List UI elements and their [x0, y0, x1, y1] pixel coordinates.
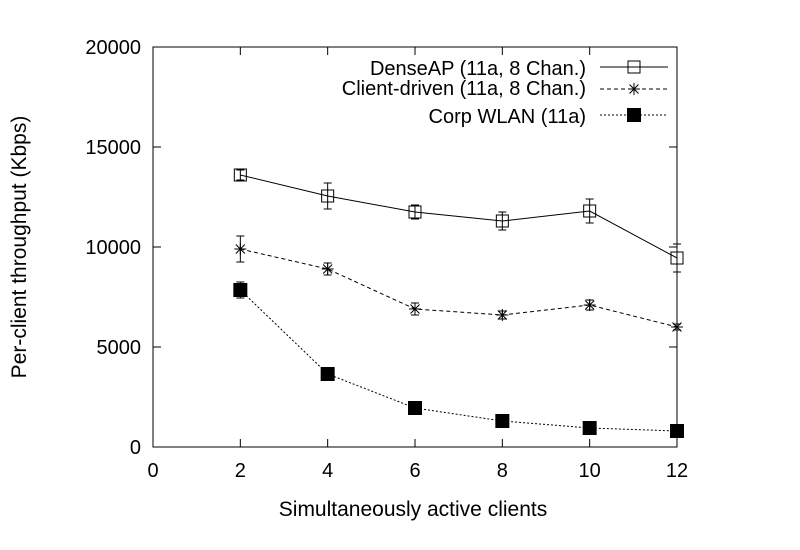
y-tick-label: 15000 — [85, 137, 141, 159]
y-tick-label: 10000 — [85, 237, 141, 259]
data-point-asterisk — [583, 299, 596, 311]
data-point-open-square — [627, 60, 641, 74]
plot-axes — [152, 46, 678, 448]
data-point-filled-square — [627, 108, 641, 122]
y-tick-label: 0 — [130, 437, 141, 459]
legend: DenseAP (11a, 8 Chan.) Client-driven (11… — [342, 58, 668, 128]
x-tick-label: 8 — [497, 460, 508, 482]
series-client-driven — [234, 235, 683, 333]
data-point-open-square — [233, 168, 247, 182]
asterisk-stroke — [322, 264, 333, 274]
series-layer — [233, 168, 684, 438]
data-point-filled-square — [495, 414, 510, 428]
series-line — [239, 289, 678, 432]
data-point-asterisk — [409, 303, 421, 315]
data-point-open-square — [408, 205, 422, 219]
data-point-filled-square — [320, 367, 335, 381]
series-corp-wlan — [233, 281, 684, 438]
data-point-open-square — [583, 204, 597, 218]
data-point-asterisk — [671, 321, 683, 333]
plot-frame — [152, 46, 678, 448]
series-denseap — [233, 168, 684, 273]
data-point-filled-square — [233, 283, 248, 297]
y-tick-label: 5000 — [97, 337, 142, 359]
y-tick-label: 20000 — [85, 37, 141, 59]
data-point-filled-square — [582, 421, 597, 435]
series-line — [240, 174, 678, 259]
legend-label-denseap: DenseAP (11a, 8 Chan.) — [370, 58, 586, 80]
y-tick-labels: 0 5000 10000 15000 20000 — [85, 37, 141, 459]
data-point-asterisk — [496, 309, 509, 321]
x-axis-title: Simultaneously active clients — [279, 498, 547, 521]
legend-label-client-driven: Client-driven (11a, 8 Chan.) — [342, 78, 586, 100]
data-point-filled-square — [408, 401, 422, 415]
y-axis-title: Per-client throughput (Kbps) — [8, 116, 31, 379]
x-tick-label: 10 — [579, 460, 601, 482]
x-tick-label: 4 — [322, 460, 333, 482]
legend-label-corp-wlan: Corp WLAN (11a) — [429, 106, 586, 128]
data-point-asterisk — [628, 83, 640, 95]
data-point-asterisk — [234, 243, 247, 255]
x-tick-label: 12 — [666, 460, 688, 482]
data-point-filled-square — [670, 424, 684, 438]
asterisk-stroke — [235, 244, 246, 254]
asterisk-stroke — [410, 304, 420, 314]
x-tick-label: 2 — [235, 460, 246, 482]
x-tick-labels: 0 2 4 6 8 10 12 — [147, 460, 688, 482]
x-tick-label: 0 — [147, 460, 158, 482]
series-line — [240, 248, 678, 328]
data-point-asterisk — [321, 263, 334, 275]
asterisk-stroke — [497, 310, 508, 320]
asterisk-stroke — [672, 322, 682, 332]
asterisk-stroke — [584, 300, 595, 310]
data-point-open-square — [321, 189, 335, 203]
data-point-open-square — [495, 214, 509, 228]
x-tick-label: 6 — [409, 460, 420, 482]
data-point-open-square — [670, 251, 684, 265]
asterisk-stroke — [629, 84, 639, 94]
